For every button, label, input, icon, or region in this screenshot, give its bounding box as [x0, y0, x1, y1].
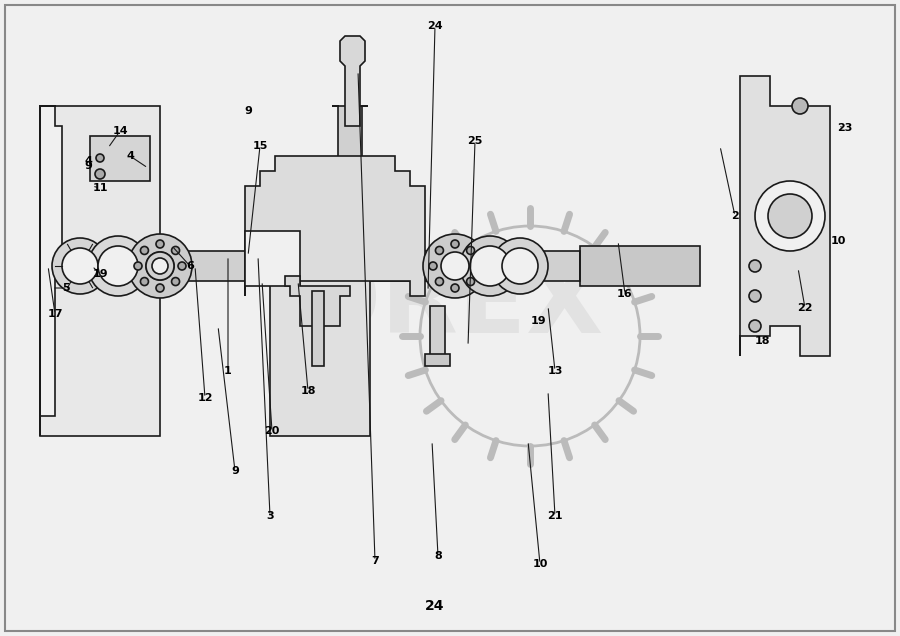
- Text: 11: 11: [92, 183, 108, 193]
- Text: 23: 23: [837, 123, 852, 133]
- Text: 15: 15: [252, 141, 267, 151]
- Circle shape: [436, 246, 444, 254]
- Circle shape: [451, 240, 459, 248]
- Circle shape: [466, 246, 474, 254]
- Circle shape: [140, 277, 148, 286]
- Circle shape: [98, 246, 138, 286]
- Text: 2: 2: [731, 211, 739, 221]
- Text: 4: 4: [84, 156, 92, 166]
- Circle shape: [429, 262, 437, 270]
- Bar: [580, 246, 700, 286]
- Text: 13: 13: [547, 366, 562, 376]
- Text: 24: 24: [425, 599, 445, 613]
- Circle shape: [441, 252, 469, 280]
- Circle shape: [134, 262, 142, 270]
- Circle shape: [466, 277, 474, 286]
- Circle shape: [146, 252, 174, 280]
- Circle shape: [792, 98, 808, 114]
- Circle shape: [146, 252, 174, 280]
- Polygon shape: [285, 276, 350, 326]
- Text: 10: 10: [532, 559, 548, 569]
- Text: 6: 6: [186, 261, 194, 271]
- Circle shape: [451, 284, 459, 292]
- Polygon shape: [40, 106, 160, 436]
- Circle shape: [156, 240, 164, 248]
- Circle shape: [178, 262, 186, 270]
- Text: 10: 10: [831, 236, 846, 246]
- Circle shape: [88, 236, 148, 296]
- Text: 5: 5: [62, 283, 70, 293]
- Circle shape: [152, 258, 168, 274]
- Bar: [90, 136, 150, 181]
- Circle shape: [502, 248, 538, 284]
- Circle shape: [95, 169, 105, 179]
- Text: 22: 22: [797, 303, 813, 313]
- Text: 8: 8: [434, 551, 442, 561]
- Circle shape: [62, 248, 98, 284]
- Text: 18: 18: [301, 386, 316, 396]
- Text: 1: 1: [224, 366, 232, 376]
- Text: 9: 9: [231, 466, 239, 476]
- Polygon shape: [740, 76, 830, 356]
- Circle shape: [436, 277, 444, 286]
- Circle shape: [172, 246, 180, 254]
- Text: 3: 3: [266, 511, 274, 521]
- Text: 7: 7: [371, 556, 379, 566]
- Bar: [160, 251, 580, 281]
- Text: 24: 24: [428, 21, 443, 31]
- Text: 9: 9: [244, 106, 252, 116]
- Circle shape: [140, 246, 148, 254]
- Circle shape: [473, 262, 481, 270]
- Circle shape: [749, 290, 761, 302]
- Bar: [425, 354, 450, 366]
- Text: 25: 25: [467, 136, 482, 146]
- Text: OREX: OREX: [296, 258, 604, 354]
- Polygon shape: [332, 106, 368, 206]
- Circle shape: [755, 181, 825, 251]
- Circle shape: [156, 284, 164, 292]
- Text: 20: 20: [265, 426, 280, 436]
- Text: 16: 16: [617, 289, 633, 299]
- Text: 17: 17: [47, 309, 63, 319]
- Circle shape: [492, 238, 548, 294]
- Text: 21: 21: [547, 511, 562, 521]
- Circle shape: [423, 234, 487, 298]
- Text: 4: 4: [126, 151, 134, 161]
- Circle shape: [470, 246, 510, 286]
- Circle shape: [128, 234, 192, 298]
- Text: 19: 19: [92, 269, 108, 279]
- Circle shape: [460, 236, 520, 296]
- Circle shape: [52, 238, 108, 294]
- Polygon shape: [340, 36, 365, 126]
- Text: 9: 9: [84, 161, 92, 171]
- Text: 18: 18: [754, 336, 770, 346]
- Circle shape: [96, 154, 104, 162]
- Circle shape: [172, 277, 180, 286]
- Bar: [245, 231, 300, 286]
- Text: 12: 12: [197, 393, 212, 403]
- Polygon shape: [245, 156, 425, 296]
- Circle shape: [749, 320, 761, 332]
- Bar: [312, 291, 324, 366]
- Polygon shape: [270, 186, 370, 436]
- Bar: [265, 186, 375, 216]
- Circle shape: [768, 194, 812, 238]
- Text: 19: 19: [530, 316, 545, 326]
- Circle shape: [749, 260, 761, 272]
- Text: 14: 14: [112, 126, 128, 136]
- Bar: [430, 306, 445, 356]
